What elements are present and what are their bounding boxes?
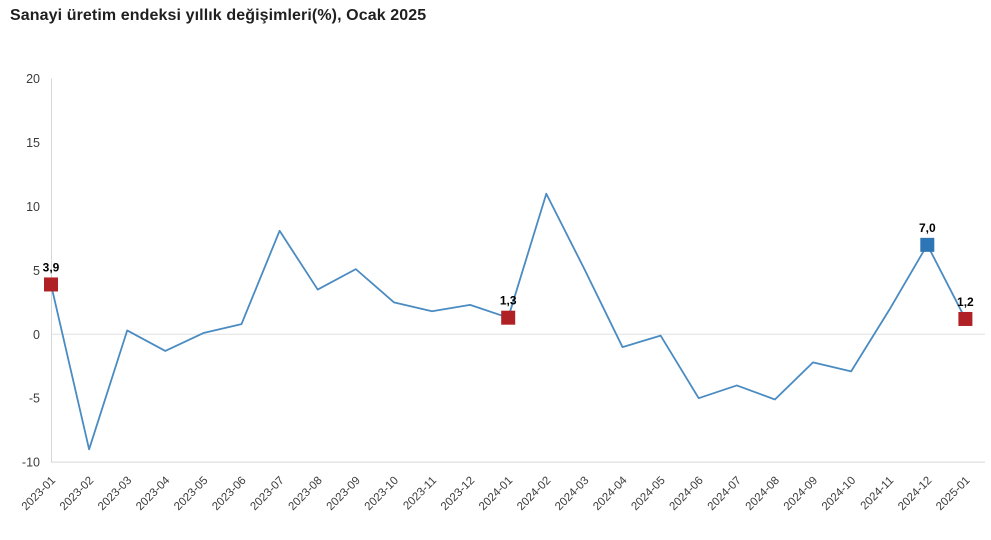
x-tick-label: 2024-05	[629, 475, 667, 513]
data-point-marker-2024-01[interactable]	[501, 310, 516, 325]
y-tick-label: -5	[29, 392, 40, 406]
y-tick-label: -10	[22, 456, 40, 470]
x-tick-label: 2023-08	[286, 475, 324, 513]
x-tick-label: 2023-12	[439, 475, 477, 513]
x-tick-label: 2025-01	[934, 475, 972, 513]
y-tick-label: 20	[26, 72, 40, 86]
x-tick-label: 2024-01	[477, 475, 515, 513]
x-tick-label: 2023-09	[325, 475, 363, 513]
data-point-marker-2024-12[interactable]	[920, 237, 935, 252]
x-tick-label: 2023-02	[58, 475, 96, 513]
data-label-2024-12: 7,0	[919, 221, 936, 235]
x-tick-label: 2023-07	[248, 475, 286, 513]
data-point-marker-2023-01[interactable]	[44, 277, 58, 292]
x-tick-label: 2023-10	[363, 475, 401, 513]
x-tick-label: 2024-02	[515, 475, 553, 513]
data-point-marker-2025-01[interactable]	[958, 311, 973, 326]
x-tick-label: 2023-01	[20, 475, 58, 513]
x-tick-label: 2024-07	[706, 475, 744, 513]
x-tick-label: 2023-11	[401, 475, 439, 513]
x-tick-label: 2024-11	[859, 475, 897, 513]
data-label-2024-01: 1,3	[500, 294, 517, 308]
x-tick-label: 2023-05	[172, 475, 210, 513]
y-tick-label: 5	[33, 264, 40, 278]
x-tick-label: 2023-04	[134, 474, 173, 513]
x-tick-label: 2024-04	[591, 474, 630, 513]
y-tick-label: 10	[26, 200, 40, 214]
x-tick-label: 2023-03	[96, 475, 134, 513]
x-tick-label: 2024-06	[667, 475, 705, 513]
chart-title: Sanayi üretim endeksi yıllık değişimleri…	[10, 7, 427, 24]
x-tick-label: 2024-09	[782, 475, 820, 513]
x-tick-label: 2023-06	[210, 475, 248, 513]
x-tick-label: 2024-12	[896, 475, 934, 513]
data-label-2023-01: 3,9	[43, 260, 60, 274]
x-tick-label: 2024-08	[744, 475, 782, 513]
x-tick-label: 2024-10	[820, 475, 858, 513]
x-tick-label: 2024-03	[553, 475, 591, 513]
y-tick-label: 0	[33, 328, 40, 342]
data-label-2025-01: 1,2	[957, 295, 974, 309]
y-tick-label: 15	[26, 136, 40, 150]
